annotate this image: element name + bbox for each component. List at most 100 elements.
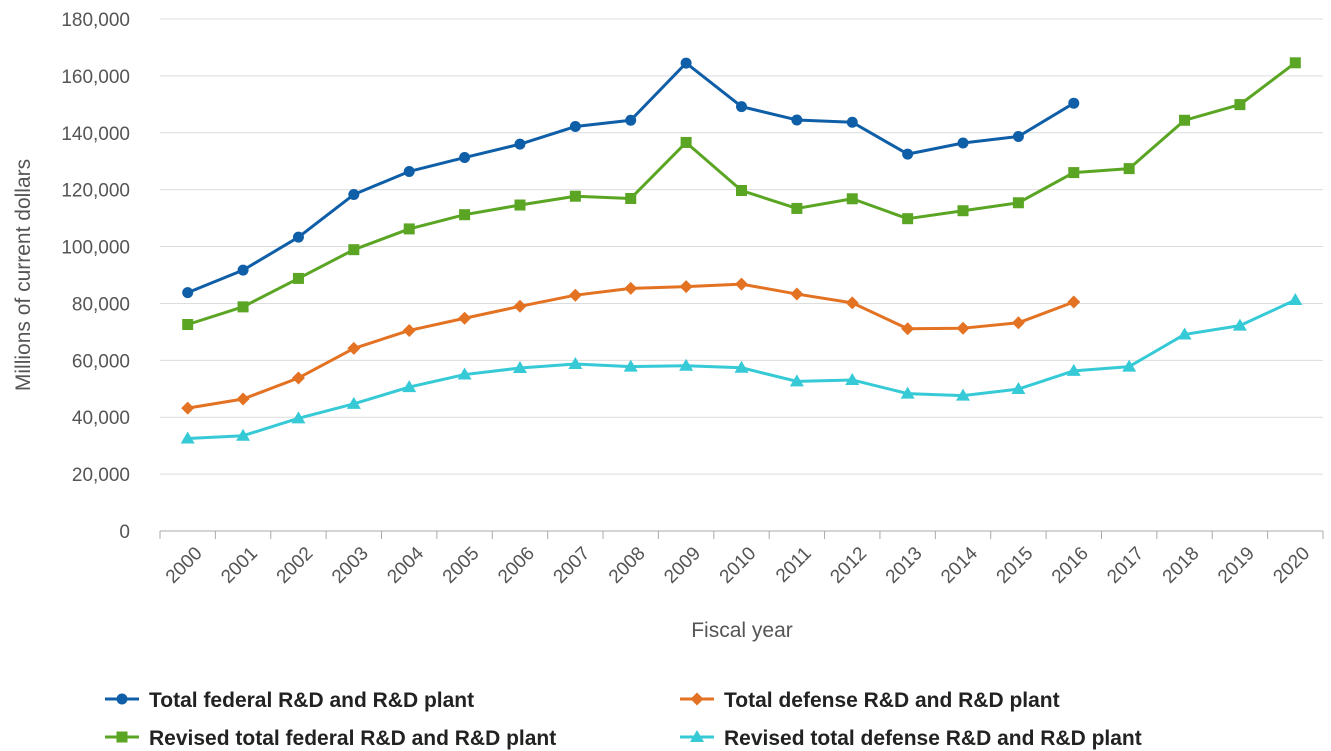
legend-marker xyxy=(690,730,704,742)
x-tick-label: 2016 xyxy=(1048,543,1093,588)
data-point xyxy=(1179,114,1191,126)
data-point xyxy=(291,371,305,385)
x-tick-label: 2019 xyxy=(1214,543,1259,588)
legend-item: Total defense R&D and R&D plant xyxy=(680,689,1060,712)
series-2 xyxy=(181,277,1081,415)
x-tick-label: 2013 xyxy=(882,543,927,588)
data-point xyxy=(402,323,416,337)
series-1 xyxy=(182,57,1080,299)
data-point xyxy=(679,358,694,371)
y-tick-label: 0 xyxy=(119,522,130,543)
data-point xyxy=(403,223,415,235)
data-point xyxy=(625,192,637,204)
x-tick-label: 2008 xyxy=(605,543,650,588)
data-point xyxy=(236,392,250,406)
data-point xyxy=(236,428,251,441)
legend-marker xyxy=(690,692,704,706)
series-4 xyxy=(180,293,1303,444)
data-point xyxy=(902,213,914,225)
data-point xyxy=(1066,363,1081,376)
data-point xyxy=(1232,318,1247,331)
data-point xyxy=(292,231,304,243)
data-point xyxy=(680,136,692,148)
x-tick-label: 2006 xyxy=(494,543,539,588)
data-point xyxy=(1122,359,1137,372)
data-point xyxy=(1012,130,1024,142)
data-point xyxy=(346,396,361,409)
data-point xyxy=(1011,382,1026,395)
data-point xyxy=(901,322,915,336)
data-point xyxy=(957,137,969,149)
data-point xyxy=(569,190,581,202)
data-point xyxy=(789,374,804,387)
series-line xyxy=(187,282,1075,410)
data-point xyxy=(1177,327,1192,340)
series-line xyxy=(187,61,1075,295)
y-axis: 0 20,000 40,000 60,000 80,000 100,000 120,000 1… xyxy=(61,10,130,543)
data-point xyxy=(237,264,249,276)
data-point xyxy=(403,165,415,177)
data-point xyxy=(1012,197,1024,209)
data-point xyxy=(568,288,582,302)
data-point xyxy=(734,360,749,373)
data-point xyxy=(956,321,970,335)
legend-label: Total defense R&D and R&D plant xyxy=(724,689,1060,712)
data-point xyxy=(348,244,360,256)
data-point xyxy=(957,205,969,217)
legend-item: Revised total federal R&D and R&D plant xyxy=(105,727,556,750)
data-point xyxy=(514,199,526,211)
data-point xyxy=(514,138,526,150)
data-point xyxy=(900,386,915,399)
data-point xyxy=(1067,295,1081,309)
data-point xyxy=(569,121,581,133)
data-point xyxy=(846,193,858,205)
x-tick-label: 2004 xyxy=(383,543,428,588)
y-tick-label: 40,000 xyxy=(72,408,130,429)
x-tick-label: 2005 xyxy=(439,543,484,588)
data-point xyxy=(180,431,195,444)
y-tick-label: 100,000 xyxy=(61,238,130,259)
x-tick-label: 2015 xyxy=(993,543,1038,588)
x-tick-label: 2017 xyxy=(1103,543,1148,588)
data-point xyxy=(791,114,803,126)
data-point xyxy=(181,401,195,415)
data-point xyxy=(1234,99,1246,111)
data-point xyxy=(625,114,637,126)
legend-item: Total federal R&D and R&D plant xyxy=(105,689,474,712)
data-point xyxy=(457,367,472,380)
data-point xyxy=(736,185,747,197)
y-tick-label: 160,000 xyxy=(61,67,130,88)
y-axis-title: Millions of current dollars xyxy=(12,159,35,391)
data-point xyxy=(291,411,306,424)
data-point xyxy=(623,359,638,372)
x-tick-label: 2014 xyxy=(937,543,982,588)
data-point xyxy=(459,209,471,221)
legend: Total federal R&D and R&D plant Total def… xyxy=(105,689,1142,750)
x-tick-label: 2020 xyxy=(1270,543,1315,588)
legend-label: Total federal R&D and R&D plant xyxy=(149,689,474,712)
data-point xyxy=(513,299,527,313)
data-point xyxy=(1289,57,1301,69)
data-point xyxy=(845,372,860,385)
data-point xyxy=(956,388,971,401)
y-tick-label: 20,000 xyxy=(72,465,130,486)
data-point xyxy=(347,341,361,355)
x-tick-label: 2001 xyxy=(217,543,262,588)
x-tick-label: 2000 xyxy=(162,543,207,588)
x-tick-label: 2018 xyxy=(1159,543,1204,588)
data-point xyxy=(1288,293,1303,306)
data-point xyxy=(1068,97,1080,109)
legend-label: Revised total federal R&D and R&D plant xyxy=(149,727,556,750)
data-point xyxy=(458,311,472,325)
legend-item: Revised total defense R&D and R&D plant xyxy=(680,727,1142,750)
y-tick-label: 80,000 xyxy=(72,294,130,315)
data-point xyxy=(237,301,249,313)
x-tick-label: 2010 xyxy=(716,543,761,588)
y-tick-label: 140,000 xyxy=(61,124,130,145)
data-point xyxy=(292,272,304,284)
series-group xyxy=(180,57,1303,444)
data-point xyxy=(568,357,583,370)
y-tick-label: 180,000 xyxy=(61,10,130,31)
x-axis-title: Fiscal year xyxy=(691,619,793,642)
